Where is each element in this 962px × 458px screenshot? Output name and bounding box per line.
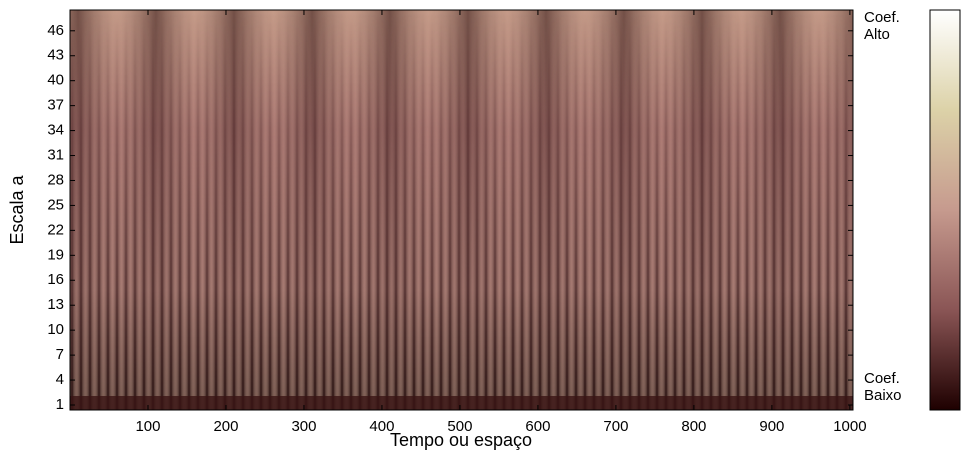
- x-axis-label: Tempo ou espaço: [390, 430, 532, 450]
- y-tick-label: 37: [47, 97, 64, 114]
- y-tick-label: 28: [47, 171, 64, 188]
- colorbar-high-label: Coef.: [864, 9, 900, 26]
- y-tick-label: 13: [47, 296, 64, 313]
- y-tick-label: 7: [56, 346, 64, 363]
- x-tick-label: 600: [525, 418, 550, 435]
- x-tick-label: 100: [135, 418, 160, 435]
- x-tick-label: 300: [291, 418, 316, 435]
- y-tick-label: 10: [47, 321, 64, 338]
- y-tick-label: 34: [47, 122, 64, 139]
- y-tick-label: 4: [56, 371, 64, 388]
- y-tick-label: 31: [47, 146, 64, 163]
- plot-frame: [69, 9, 854, 411]
- x-tick-label: 400: [369, 418, 394, 435]
- heatmap-image: [70, 10, 853, 410]
- x-tick-label: 500: [447, 418, 472, 435]
- y-tick-label: 22: [47, 221, 64, 238]
- y-axis-label: Escala a: [7, 174, 27, 244]
- x-tick-label: 200: [213, 418, 238, 435]
- x-tick-label: 700: [603, 418, 628, 435]
- y-tick-label: 40: [47, 72, 64, 89]
- x-tick-label: 1000: [833, 418, 866, 435]
- y-tick-label: 16: [47, 271, 64, 288]
- colorbar: [929, 9, 961, 411]
- y-tick-label: 46: [47, 22, 64, 39]
- y-tick-label: 19: [47, 246, 64, 263]
- y-tick-label: 43: [47, 47, 64, 64]
- colorbar-low-label: Coef.: [864, 370, 900, 387]
- y-tick-label: 25: [47, 196, 64, 213]
- colorbar-high-label: Alto: [864, 26, 890, 43]
- y-tick-label: 1: [56, 396, 64, 413]
- x-tick-label: 800: [681, 418, 706, 435]
- x-tick-label: 900: [759, 418, 784, 435]
- colorbar-low-label: Baixo: [864, 387, 902, 404]
